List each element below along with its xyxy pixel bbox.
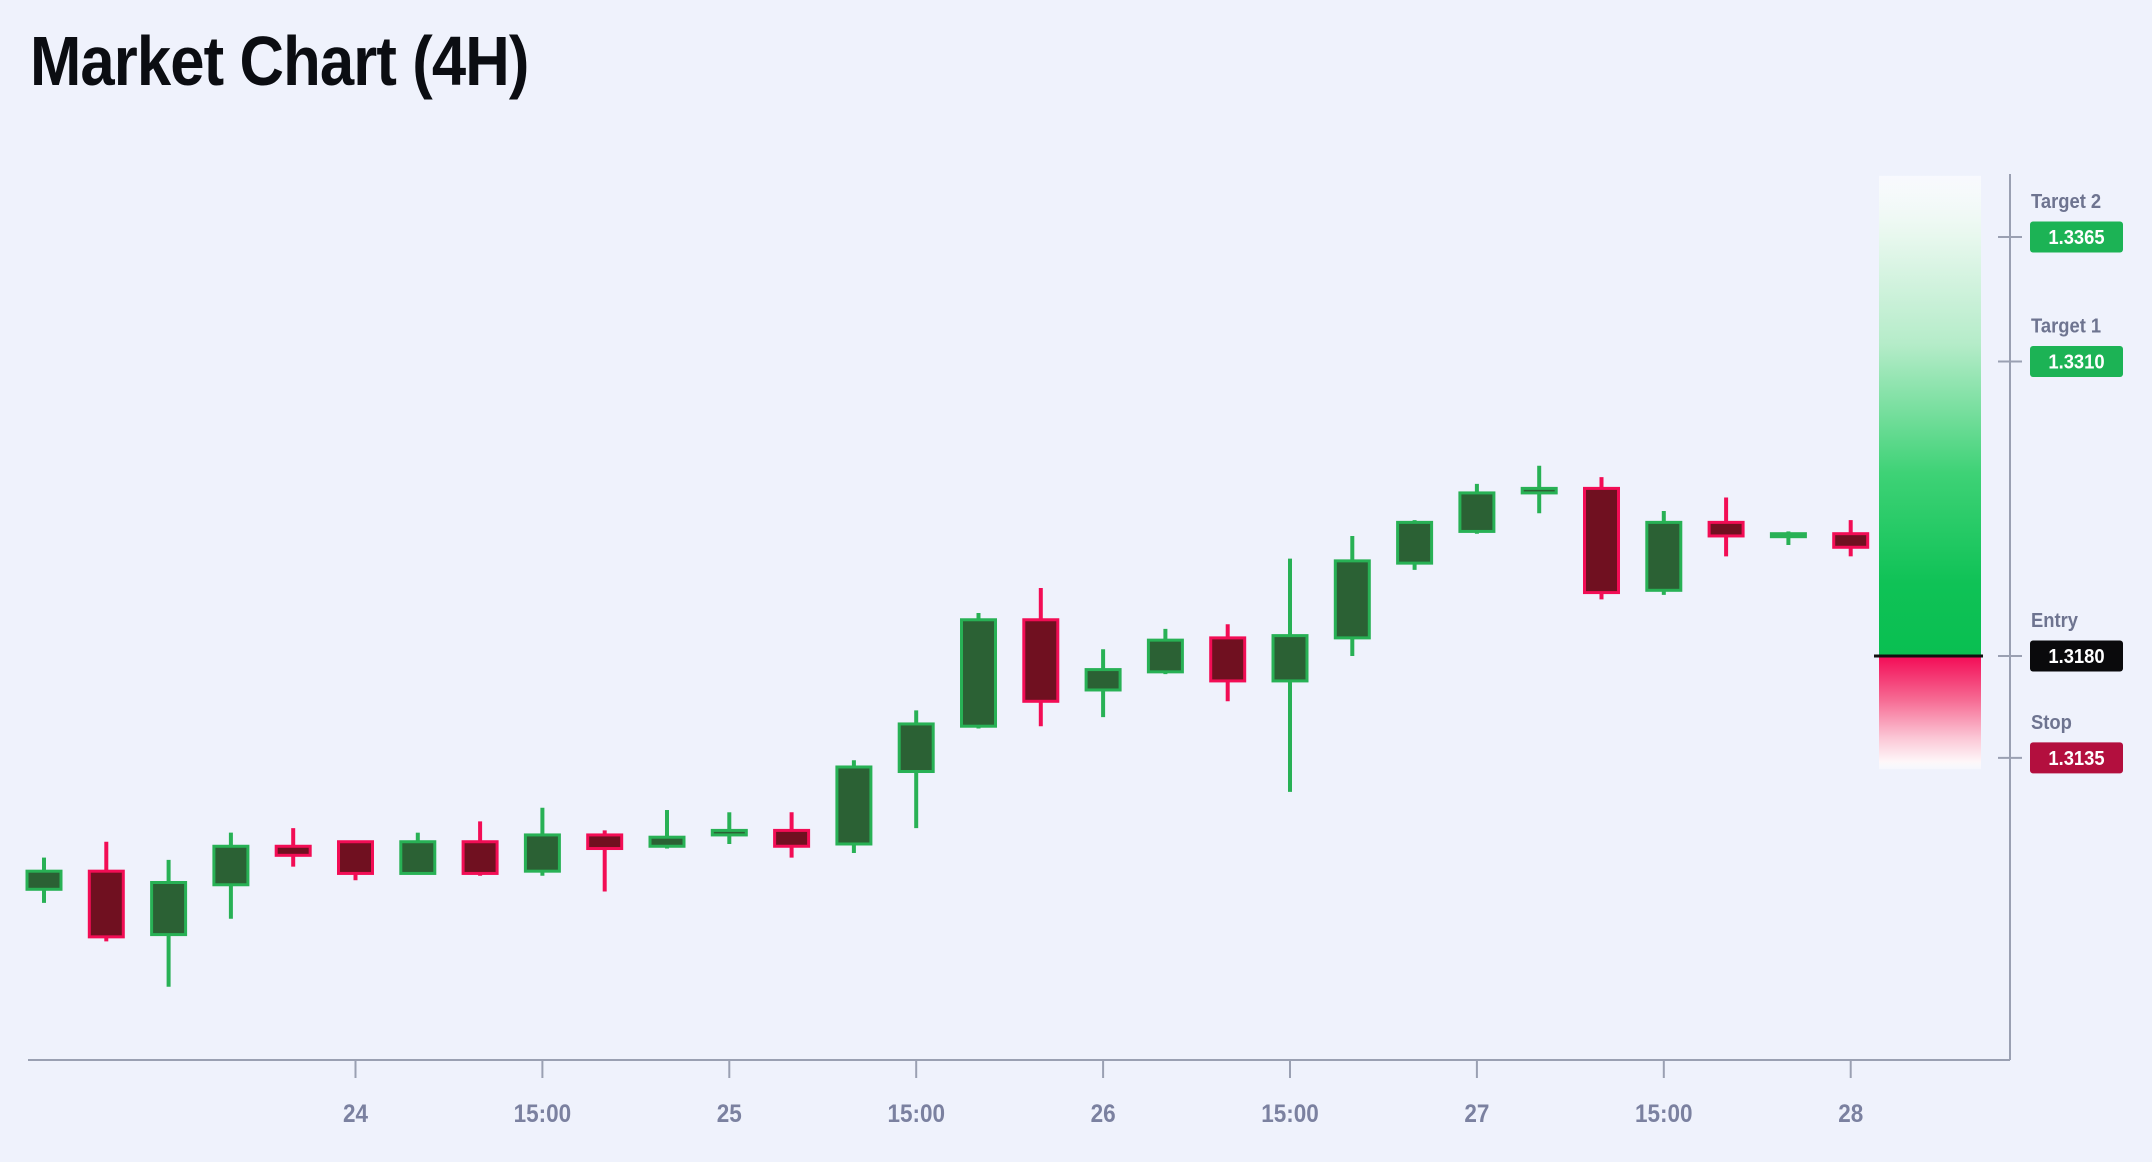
candle-up[interactable] xyxy=(523,807,561,876)
candle-down[interactable] xyxy=(773,812,811,858)
candle-body xyxy=(835,765,873,846)
price-badge-value-target2: 1.3365 xyxy=(2048,227,2105,249)
candle-body xyxy=(337,840,374,875)
candle-body xyxy=(1271,634,1309,683)
candle-up[interactable] xyxy=(25,857,63,903)
candle-down[interactable] xyxy=(1209,624,1247,702)
candle-body xyxy=(1146,638,1184,674)
candle-body xyxy=(1520,486,1558,495)
price-badge-target1 xyxy=(2030,346,2123,378)
candle-body xyxy=(1707,520,1745,538)
candle-body xyxy=(461,840,499,875)
candle-up[interactable] xyxy=(1396,520,1434,570)
candle-up[interactable] xyxy=(648,810,686,849)
price-level-label-entry: Entry xyxy=(2031,610,2078,632)
candle-up[interactable] xyxy=(1458,483,1496,534)
candle-body xyxy=(1209,636,1247,683)
candle-down[interactable] xyxy=(586,830,624,892)
price-badge-value-entry: 1.3180 xyxy=(2048,646,2104,668)
candle-down[interactable] xyxy=(337,840,374,881)
candle-up[interactable] xyxy=(1769,531,1807,546)
price-badge-entry xyxy=(2030,640,2123,672)
price-level-label-stop: Stop xyxy=(2031,712,2072,734)
candle-up[interactable] xyxy=(710,812,748,844)
candle-body xyxy=(1396,520,1434,565)
candle-up[interactable] xyxy=(835,760,873,854)
price-badge-value-target1: 1.3310 xyxy=(2048,352,2104,374)
candle-up[interactable] xyxy=(897,710,935,829)
candle-body xyxy=(1022,618,1060,703)
x-tick-label: 26 xyxy=(1091,1100,1116,1128)
profit-zone xyxy=(1879,175,1981,656)
x-tick-label: 15:00 xyxy=(514,1100,572,1128)
candle-body xyxy=(523,833,561,873)
candle-down[interactable] xyxy=(1832,520,1870,557)
candle-up[interactable] xyxy=(1333,535,1371,656)
x-tick-label: 15:00 xyxy=(1635,1100,1693,1128)
x-tick-label: 27 xyxy=(1464,1100,1489,1128)
loss-zone xyxy=(1879,656,1981,770)
x-tick-label: 28 xyxy=(1838,1100,1863,1128)
candle-up[interactable] xyxy=(212,832,250,919)
candle-down[interactable] xyxy=(1583,477,1620,600)
candle-body xyxy=(399,840,437,875)
candle-body xyxy=(960,618,997,728)
candle-body xyxy=(1583,486,1620,595)
price-badge-value-stop: 1.3135 xyxy=(2048,748,2105,770)
candle-up[interactable] xyxy=(1146,628,1184,675)
price-badge-stop xyxy=(2030,742,2123,774)
price-badge-target2 xyxy=(2030,221,2123,253)
candle-body xyxy=(1084,668,1122,692)
candle-up[interactable] xyxy=(1645,511,1683,595)
candle-up[interactable] xyxy=(1084,649,1122,718)
candle-body xyxy=(710,828,748,837)
candle-up[interactable] xyxy=(399,832,437,875)
candle-body xyxy=(1333,559,1371,640)
candle-body xyxy=(897,722,935,774)
x-tick-label: 25 xyxy=(717,1100,742,1128)
candle-body xyxy=(274,844,312,857)
x-tick-label: 15:00 xyxy=(887,1100,945,1128)
candle-up[interactable] xyxy=(1271,558,1309,792)
candle-body xyxy=(87,869,125,939)
candle-body xyxy=(25,869,63,891)
candle-down[interactable] xyxy=(1707,497,1745,557)
page-title: Market Chart (4H) xyxy=(30,22,529,100)
candle-up[interactable] xyxy=(960,612,997,729)
price-level-label-target1: Target 1 xyxy=(2031,316,2101,338)
candle-down[interactable] xyxy=(87,841,125,942)
candle-body xyxy=(1769,532,1807,539)
candle-body xyxy=(586,833,624,851)
candle-down[interactable] xyxy=(461,821,499,876)
price-level-label-target2: Target 2 xyxy=(2031,191,2101,213)
x-tick-label: 15:00 xyxy=(1261,1100,1319,1128)
x-tick-label: 24 xyxy=(343,1100,369,1128)
candle-body xyxy=(1645,520,1683,592)
candle-up[interactable] xyxy=(150,859,188,987)
candle-body xyxy=(1458,491,1496,533)
candle-body xyxy=(212,844,250,887)
candle-down[interactable] xyxy=(1022,588,1060,727)
candle-down[interactable] xyxy=(274,828,312,867)
candle-body xyxy=(150,881,188,937)
candle-body xyxy=(648,835,686,848)
candle-body xyxy=(773,828,811,848)
candle-up[interactable] xyxy=(1520,465,1558,514)
candle-body xyxy=(1832,532,1870,549)
